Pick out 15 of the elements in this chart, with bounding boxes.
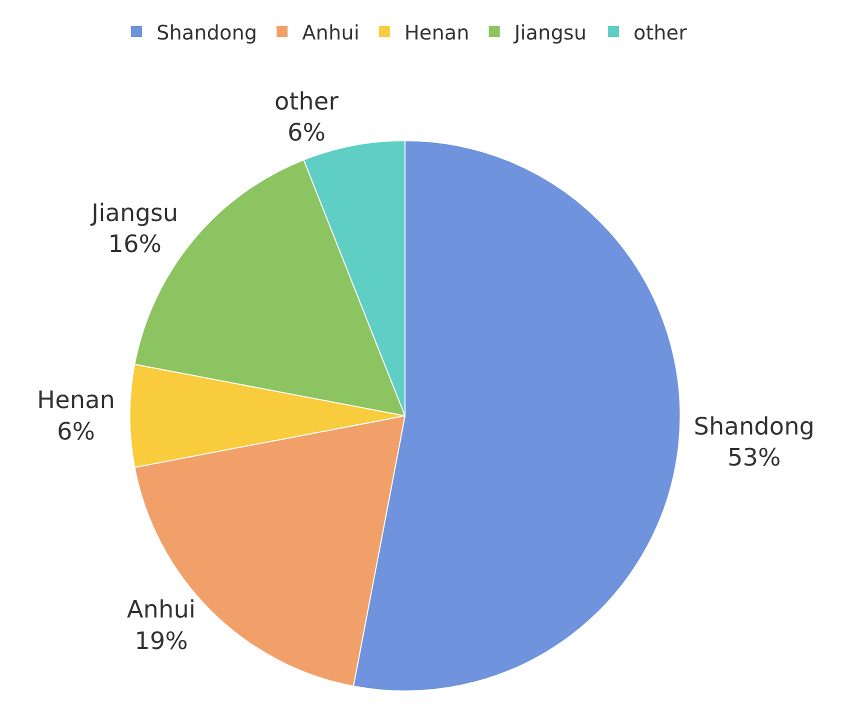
legend-label: Jiangsu xyxy=(512,20,587,44)
data-label: 53% xyxy=(727,444,781,472)
slice-label: Jiangsu xyxy=(90,198,178,227)
legend-label: Shandong xyxy=(156,20,258,44)
data-label: 16% xyxy=(108,230,162,258)
data-label: 19% xyxy=(134,626,188,655)
legend-label: other xyxy=(634,20,688,44)
slice-label: Anhui xyxy=(126,596,196,624)
slice-label: Henan xyxy=(37,386,115,414)
legend-label: Henan xyxy=(404,20,470,44)
legend-label: Anhui xyxy=(302,20,360,44)
slice-label: Shandong xyxy=(694,412,815,440)
data-label: 6% xyxy=(56,417,96,446)
data-label: 6% xyxy=(287,118,326,147)
slice-label: other xyxy=(274,87,339,116)
